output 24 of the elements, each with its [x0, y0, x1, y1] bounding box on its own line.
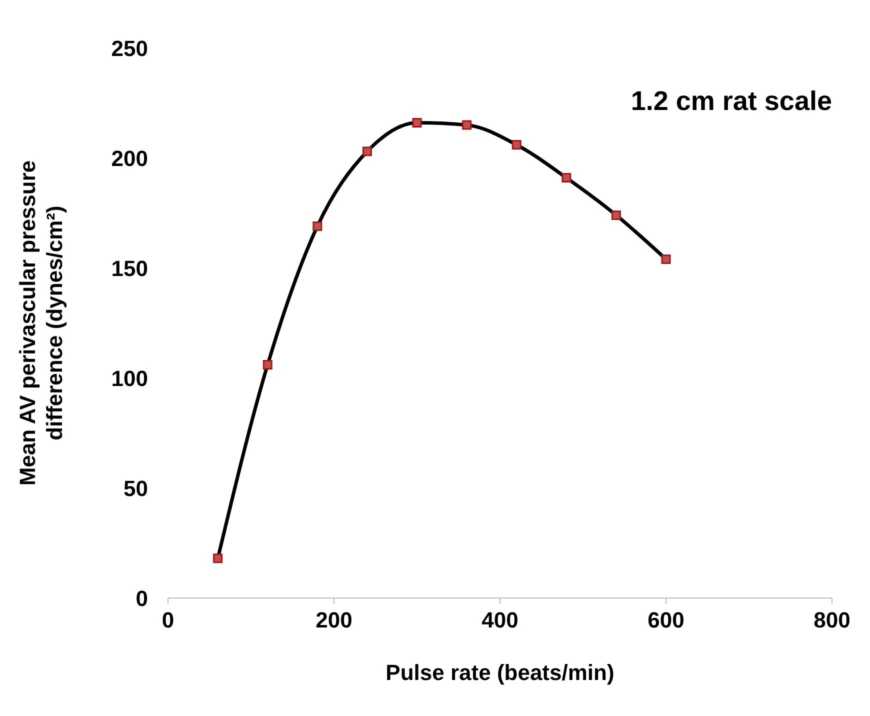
- x-tick-label: 800: [814, 608, 850, 633]
- x-tick-label: 400: [482, 608, 518, 633]
- point: [312, 221, 322, 231]
- point: [362, 146, 372, 156]
- y-tick-label: 150: [111, 256, 148, 281]
- point: [562, 173, 572, 183]
- point: [213, 554, 223, 564]
- x-tick-label: 0: [162, 608, 174, 633]
- x-tick-label: 600: [648, 608, 684, 633]
- y-axis-title: Mean AV perivascular pressure difference (dynes/cm²): [15, 160, 67, 486]
- x-axis-title: Pulse rate (beats/min): [386, 660, 614, 685]
- point: [262, 360, 272, 370]
- y-tick-label: 0: [136, 586, 148, 611]
- point: [512, 140, 522, 150]
- x-tick-label: 200: [316, 608, 352, 633]
- y-tick-label: 100: [111, 366, 148, 391]
- y-tick-label: 50: [124, 476, 148, 501]
- y-tick-label: 200: [111, 146, 148, 171]
- annotation: 1.2 cm rat scale: [630, 86, 832, 117]
- point: [412, 118, 422, 128]
- point: [611, 210, 621, 220]
- point: [462, 120, 472, 130]
- y-tick-label: 250: [111, 36, 148, 61]
- point: [661, 254, 671, 264]
